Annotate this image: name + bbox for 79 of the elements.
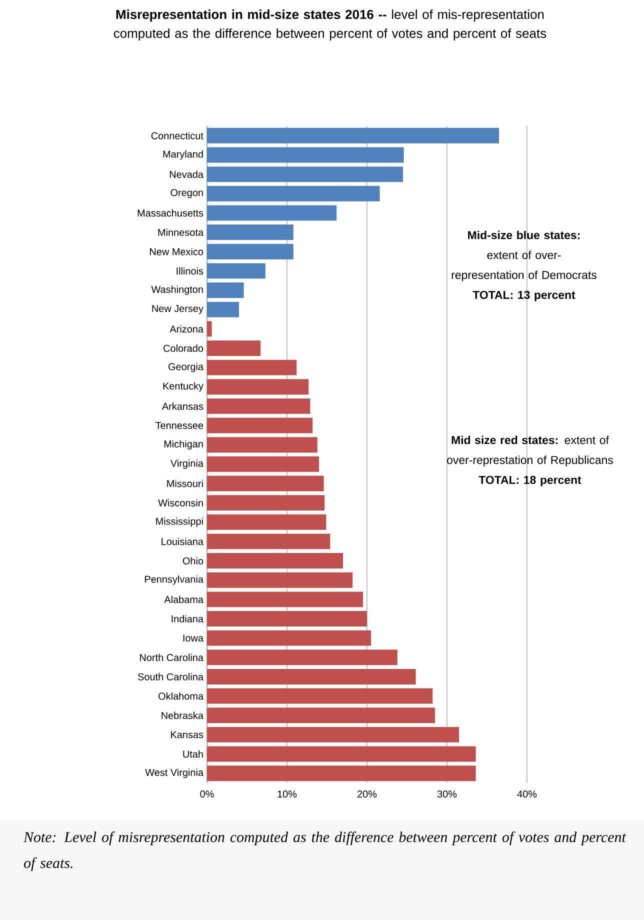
bar [207,514,326,530]
annotation: TOTAL: 18 percent [478,476,582,486]
y-tick-label: Alabama [164,596,204,604]
bar [207,321,212,337]
y-tick-label: Ohio [182,557,204,564]
bar [207,186,380,202]
annotation: TOTAL: 13 percent [472,290,576,302]
bar [207,495,325,511]
bar [207,244,294,260]
bar [207,437,318,453]
bar [207,766,476,782]
y-tick-label: Massachusetts [138,209,204,217]
y-tick-label: Wisconsin [158,499,203,506]
bar [207,668,416,684]
y-tick-label: Kentucky [163,382,204,392]
y-tick-label: New Jersey [152,305,204,314]
bar [207,418,313,434]
bar [207,205,337,221]
y-tick-label: Pennsylvania [145,575,204,585]
x-tick-label: 20% [358,790,377,798]
bar [207,630,371,646]
x-tick-label: 40% [517,790,537,798]
y-tick-label: Michigan [164,440,203,450]
y-tick-label: Utah [183,750,203,758]
y-tick-label: Minnesota [158,228,204,236]
x-tick-label: 30% [437,790,457,798]
bar [207,476,324,492]
y-tick-label: New Mexico [150,248,204,256]
text: Note: Level of misrepresentation computed as the difference between percent of votes and percent of seats. [23,832,626,872]
bar [207,147,404,163]
bar [207,708,435,724]
bar [207,398,310,414]
y-tick-label: Missouri [167,480,203,488]
annotation: Mid-size blue states: extent of over-representation of Democrats [452,230,596,282]
bar [207,379,309,395]
y-tick-label: Connecticut [151,132,204,140]
bar [207,340,261,356]
bar [207,688,433,704]
y-tick-label: Arizona [170,325,204,333]
y-tick-label: Virginia [170,460,204,469]
bar [207,128,499,144]
y-tick-label: Nevada [170,170,204,178]
bar [207,282,244,298]
bar [207,726,459,742]
y-tick-label: Arkansas [162,402,204,410]
y-tick-label: Kansas [171,731,204,738]
y-tick-label: Louisiana [162,538,204,546]
bar [207,746,476,762]
y-tick-label: Mississippi [156,517,203,527]
y-tick-label: Oregon [170,189,203,198]
y-tick-label: Illinois [176,267,204,275]
bar [207,302,239,318]
annotation: Mid size red states: extent of over-represtation of Republicans [447,436,613,466]
bar [207,572,353,588]
y-tick-label: Georgia [168,362,204,372]
bar [207,263,266,279]
y-tick-label: Colorado [164,344,204,352]
bar [207,534,330,550]
x-tick-label: 0% [200,790,214,798]
bar [207,592,363,608]
bar [207,360,297,376]
y-tick-label: Nebraska [162,712,204,720]
bar [207,166,403,182]
y-tick-label: North Carolina [140,654,204,662]
chart-title: Misrepresentation in mid-size states 2016 -- level of mis-representation computed as the difference between percent of votes and percent of seats [114,10,546,41]
y-tick-label: Oklahoma [158,692,204,700]
bar [207,553,343,569]
y-tick-label: West Virginia [145,768,204,778]
y-tick-label: Tennessee [156,422,204,429]
y-tick-label: Washington [151,286,203,295]
y-tick-label: Indiana [172,615,204,622]
bar [207,650,398,666]
bar [207,611,367,626]
y-tick-label: Iowa [183,634,204,642]
bar [207,224,294,240]
bar [207,456,319,472]
x-tick-label: 10% [278,790,297,798]
y-tick-label: South Carolina [138,673,204,680]
y-tick-label: Maryland [163,150,203,160]
